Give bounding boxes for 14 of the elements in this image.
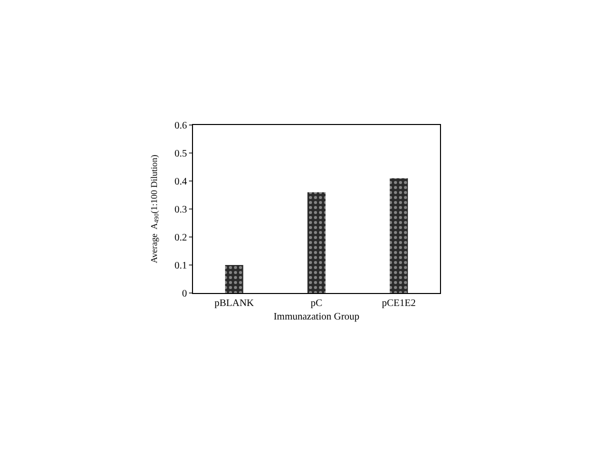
y-tick-label: 0.1 xyxy=(174,260,187,272)
y-tick-label: 0.5 xyxy=(174,148,187,160)
y-tick-label: 0.4 xyxy=(174,176,187,188)
y-tick-label: 0.2 xyxy=(174,232,187,244)
x-tick-label: pC xyxy=(310,298,323,309)
x-tick-label: pBLANK xyxy=(214,298,255,309)
bar xyxy=(307,192,326,293)
y-tick-label: 0.6 xyxy=(174,120,187,132)
y-tick-label: 0 xyxy=(182,288,187,300)
bar xyxy=(225,265,244,293)
x-tick-label: pCE1E2 xyxy=(382,298,416,309)
bar xyxy=(390,178,408,293)
y-tick-label: 0.3 xyxy=(174,204,187,216)
x-axis-title: Immunazation Group xyxy=(274,312,360,322)
